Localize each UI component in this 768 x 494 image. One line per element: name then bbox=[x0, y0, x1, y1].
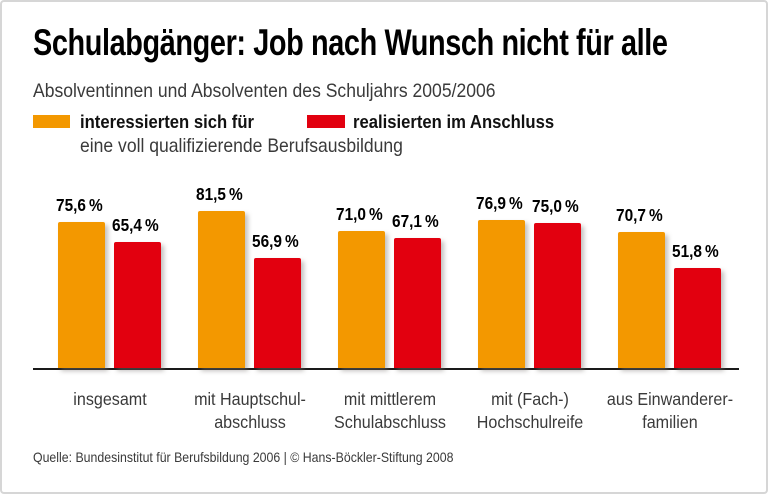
bar-value-label-orange-4: 76,9 % bbox=[476, 193, 523, 213]
bar-value-label-red-3: 67,1 % bbox=[392, 211, 439, 231]
category-label-line: familien bbox=[641, 412, 698, 432]
category-label-line: abschluss bbox=[213, 412, 286, 432]
category-label-line: insgesamt bbox=[72, 389, 147, 409]
chart-subtitle: Absolventinnen und Absolventen des Schul… bbox=[33, 80, 496, 102]
bar-value-label-red-5: 51,8 % bbox=[672, 241, 719, 261]
bar-red-3 bbox=[394, 238, 441, 368]
bar-orange-5 bbox=[618, 232, 665, 368]
chart-title: Schulabgänger: Job nach Wunsch nicht für… bbox=[33, 22, 668, 63]
category-label-line: mit (Fach-) bbox=[490, 389, 569, 409]
bar-value-label-red-2: 56,9 % bbox=[252, 231, 299, 251]
legend-label-series2: realisierten im Anschluss bbox=[353, 111, 555, 132]
category-label-line: Hochschulreife bbox=[476, 412, 583, 432]
category-label-line: Schulabschluss bbox=[333, 412, 446, 432]
legend-label-series1: interessierten sich für bbox=[80, 111, 254, 132]
bar-value-label-red-4: 75,0 % bbox=[532, 196, 579, 216]
bar-orange-4 bbox=[478, 220, 525, 368]
category-label-1: insgesamt bbox=[18, 388, 202, 411]
category-label-3: mit mittlerem Schulabschluss bbox=[298, 388, 482, 434]
bar-value-label-orange-1: 75,6 % bbox=[56, 195, 103, 215]
legend-swatch-orange bbox=[33, 115, 70, 128]
bar-orange-3 bbox=[338, 231, 385, 368]
category-label-line: aus Einwanderer- bbox=[606, 389, 733, 409]
source-note: Quelle: Bundesinstitut für Berufsbildung… bbox=[33, 449, 454, 465]
bar-red-1 bbox=[114, 242, 161, 368]
category-label-line: mit Hauptschul- bbox=[193, 389, 306, 409]
legend: interessierten sich für realisierten im … bbox=[33, 111, 739, 135]
legend-shared-suffix: eine voll qualifizierende Berufsausbildu… bbox=[80, 135, 403, 157]
bar-orange-2 bbox=[198, 211, 245, 368]
bar-red-4 bbox=[534, 223, 581, 368]
bar-orange-1 bbox=[58, 222, 105, 368]
category-label-4: mit (Fach-) Hochschulreife bbox=[438, 388, 622, 434]
bar-value-label-red-1: 65,4 % bbox=[112, 215, 159, 235]
bar-value-label-orange-2: 81,5 % bbox=[196, 184, 243, 204]
bar-value-label-orange-3: 71,0 % bbox=[336, 204, 383, 224]
bar-red-2 bbox=[254, 258, 301, 368]
category-label-line: mit mittlerem bbox=[343, 389, 436, 409]
x-axis-line bbox=[33, 368, 739, 370]
category-label-5: aus Einwanderer-familien bbox=[578, 388, 762, 434]
category-label-2: mit Hauptschul-abschluss bbox=[158, 388, 342, 434]
bar-value-label-orange-5: 70,7 % bbox=[616, 205, 663, 225]
legend-swatch-red bbox=[307, 115, 345, 128]
bar-red-5 bbox=[674, 268, 721, 368]
